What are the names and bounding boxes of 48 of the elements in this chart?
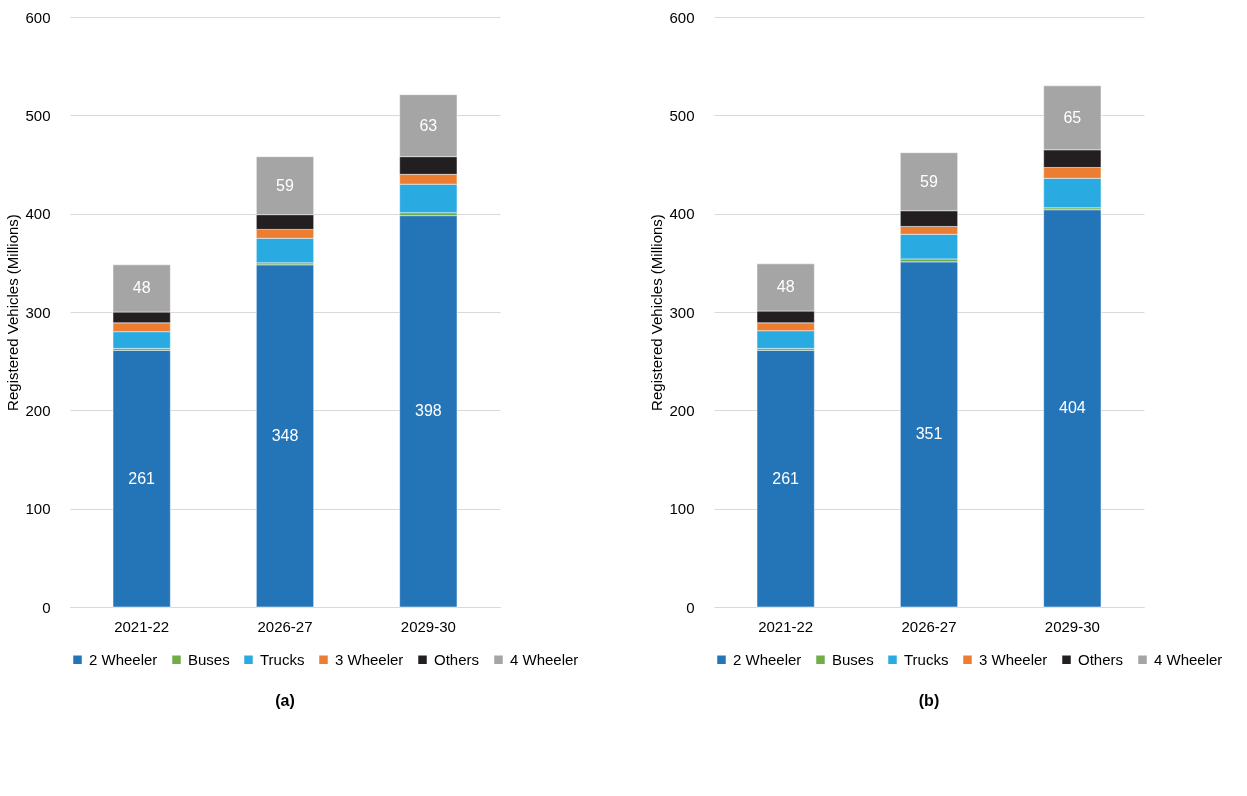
data-label: 59 <box>276 176 294 194</box>
x-tick-label: 2029-30 <box>400 617 456 635</box>
data-label: 348 <box>271 426 299 444</box>
legend-label: 4 Wheeler <box>510 650 579 668</box>
y-tick-label: 600 <box>25 8 51 26</box>
legend-label: 3 Wheeler <box>979 650 1048 668</box>
legend-label: Buses <box>188 650 230 668</box>
y-tick-label: 500 <box>669 106 695 124</box>
x-tick-label: 2026-27 <box>901 617 957 635</box>
y-tick-label: 500 <box>25 106 51 124</box>
y-axis-title: Registered Vehicles (Millions) <box>648 214 666 411</box>
data-label: 59 <box>920 172 938 190</box>
y-tick-label: 200 <box>669 401 695 419</box>
legend-label: 2 Wheeler <box>89 650 158 668</box>
text: (a) <box>275 692 295 709</box>
data-label: 63 <box>419 116 438 134</box>
legend-label: Buses <box>832 650 874 668</box>
y-tick-label: 0 <box>686 598 695 616</box>
y-tick-label: 600 <box>669 8 695 26</box>
y-tick-label: 100 <box>669 500 695 518</box>
legend-label: Others <box>1078 650 1124 668</box>
y-tick-label: 300 <box>669 303 695 321</box>
y-tick-label: 400 <box>669 205 695 223</box>
legend-label: 3 Wheeler <box>335 650 404 668</box>
y-tick-label: 400 <box>25 205 51 223</box>
y-tick-label: 200 <box>25 401 51 419</box>
text: (b) <box>918 692 940 709</box>
legend-label: Trucks <box>260 650 305 668</box>
legend-label: Trucks <box>904 650 949 668</box>
data-label: 261 <box>772 469 800 487</box>
data-label: 261 <box>128 469 156 487</box>
data-label: 65 <box>1063 108 1082 126</box>
y-tick-label: 0 <box>42 598 51 616</box>
x-tick-label: 2026-27 <box>257 617 313 635</box>
legend-label: 2 Wheeler <box>733 650 802 668</box>
data-label: 48 <box>132 279 151 297</box>
data-label: 404 <box>1058 399 1086 417</box>
data-label: 398 <box>414 402 442 420</box>
legend-label: 4 Wheeler <box>1154 650 1223 668</box>
data-label: 48 <box>776 278 795 296</box>
x-tick-label: 2021-22 <box>114 617 170 635</box>
y-tick-label: 100 <box>25 500 51 518</box>
y-tick-label: 300 <box>25 303 51 321</box>
y-axis-title: Registered Vehicles (Millions) <box>4 214 22 411</box>
x-tick-label: 2021-22 <box>758 617 814 635</box>
legend-label: Others <box>434 650 480 668</box>
x-tick-label: 2029-30 <box>1044 617 1100 635</box>
data-label: 351 <box>915 425 943 443</box>
